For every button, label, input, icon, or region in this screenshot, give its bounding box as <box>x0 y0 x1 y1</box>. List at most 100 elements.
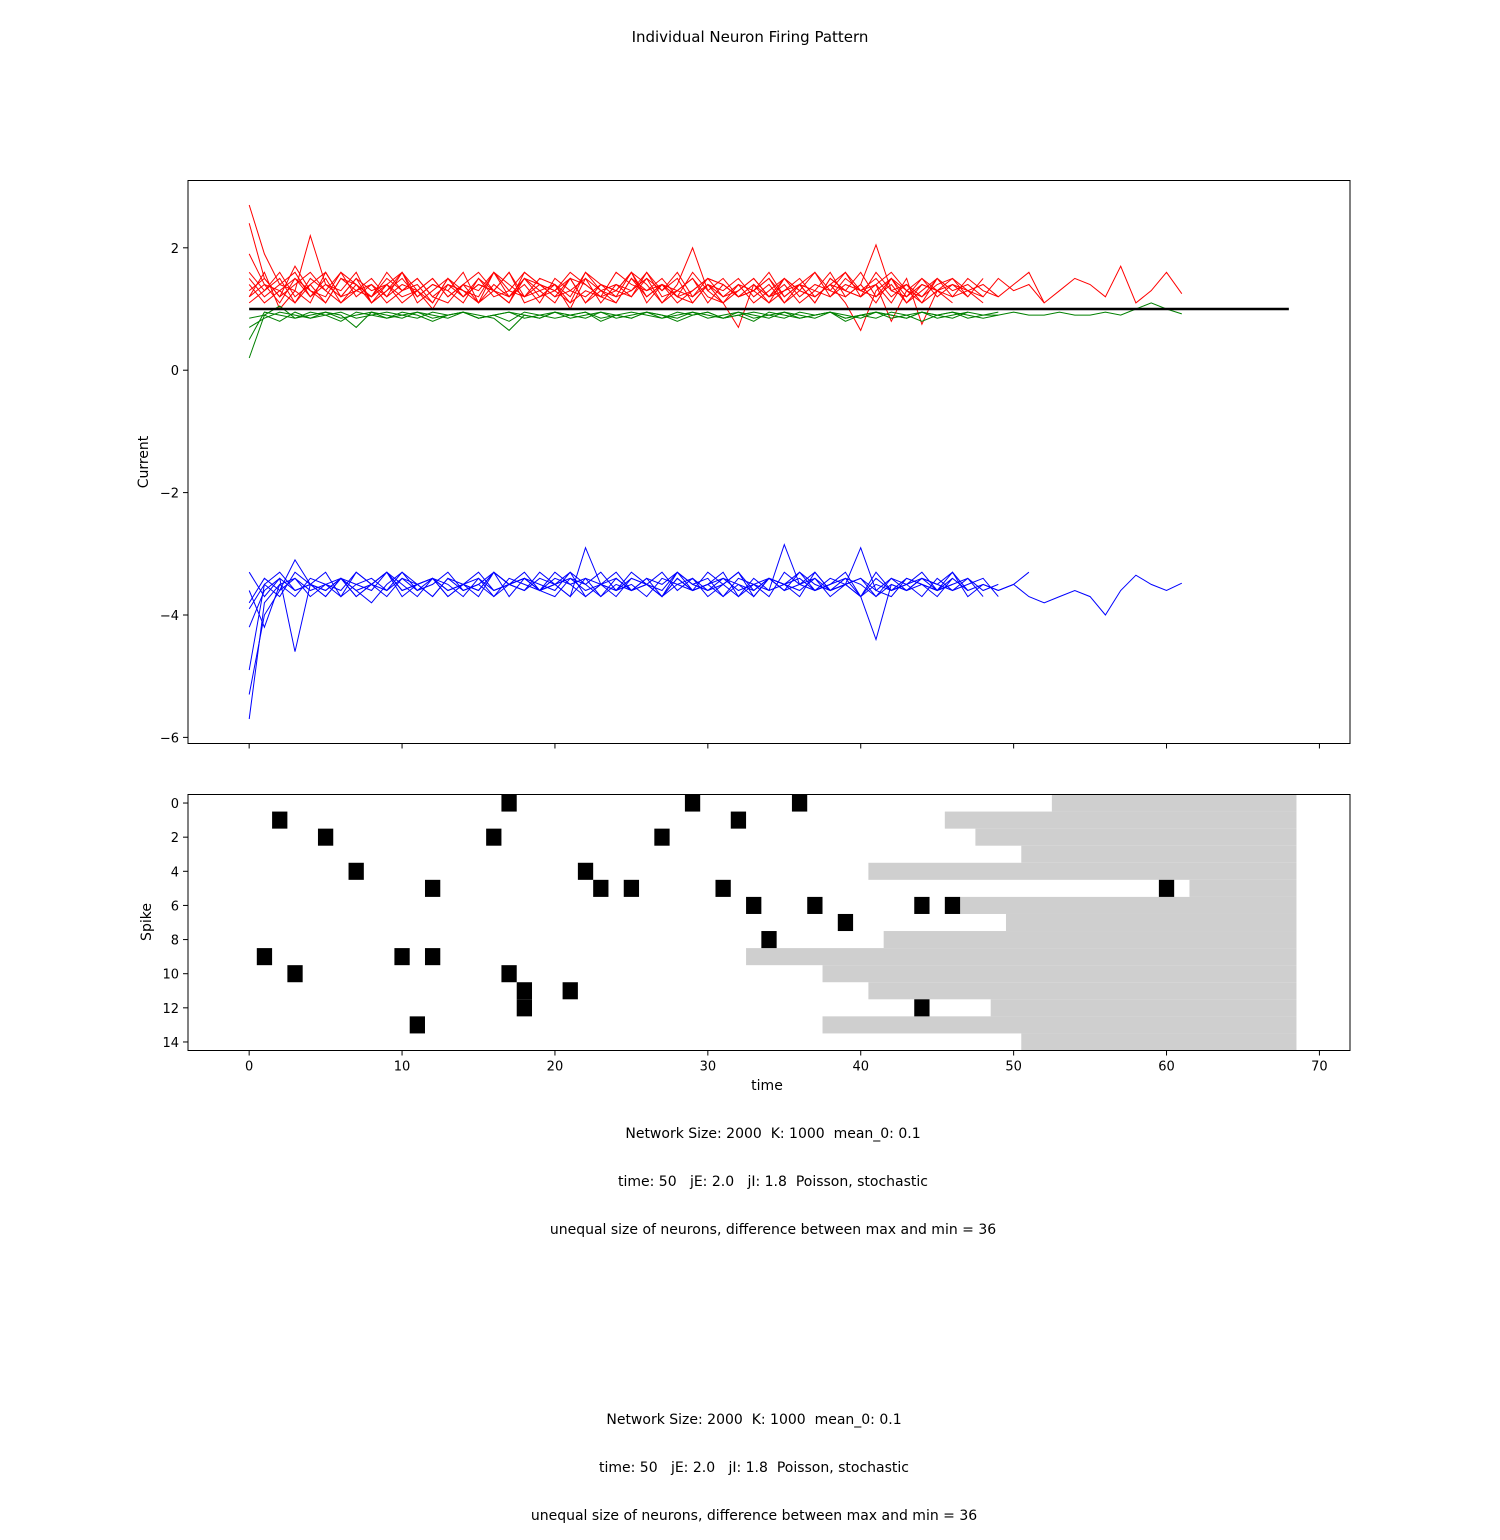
spike-plot-frame <box>187 794 1351 1051</box>
inactive-period <box>746 948 1297 966</box>
spike-raster-cells <box>256 794 1297 1051</box>
current-plot-frame <box>187 180 1351 744</box>
inactive-period <box>868 862 1297 880</box>
spike-xtick-label: 50 <box>1005 1060 1022 1075</box>
inactive-period <box>944 811 1297 829</box>
figure-canvas: Individual Neuron Firing Pattern 20−2−4−… <box>136 28 1351 1094</box>
spike-mark <box>577 862 594 880</box>
spike-mark <box>256 948 273 966</box>
figure-title: Individual Neuron Firing Pattern <box>632 28 869 46</box>
inhibitory-current-line <box>248 571 953 610</box>
spike-mark <box>746 896 762 914</box>
spike-caption-line: unequal size of neurons, difference betw… <box>549 1222 997 1238</box>
inactive-period <box>1021 845 1297 863</box>
spike-xtick-label: 40 <box>852 1060 869 1075</box>
spike-caption-line: time: 50 jE: 2.0 jI: 1.8 Poisson, stocha… <box>617 1174 929 1190</box>
spike-mark <box>562 982 578 1000</box>
spike-ylabel: Spike <box>139 903 155 941</box>
inactive-period <box>1051 794 1297 812</box>
spike-caption-line: Network Size: 2000 K: 1000 mean_0: 0.1 <box>625 1126 921 1142</box>
spike-mark <box>914 999 930 1017</box>
inhibitory-current-line <box>248 546 969 652</box>
target-current-line <box>249 305 999 319</box>
spike-ytick-label: 2 <box>171 831 179 846</box>
spike-mark <box>791 794 808 812</box>
target-current-line <box>248 311 968 332</box>
spike-mark <box>914 896 930 914</box>
spike-mark <box>424 879 441 897</box>
spike-mark <box>516 999 533 1017</box>
spike-mark <box>394 948 410 966</box>
spike-mark <box>623 879 640 897</box>
inhibitory-current-line <box>248 543 953 629</box>
inactive-period <box>1005 913 1297 932</box>
inhibitory-current-line <box>248 546 999 695</box>
current-ylabel: Current <box>136 435 152 488</box>
target-current-line <box>248 302 1182 359</box>
current-ytick-label: −4 <box>160 609 179 624</box>
spike-caption: Network Size: 2000 K: 1000 mean_0: 0.1 t… <box>23 1094 1500 1254</box>
spike-mark <box>654 828 670 846</box>
inactive-period <box>960 896 1297 914</box>
inactive-period <box>883 931 1297 949</box>
inhibitory-current-line <box>248 558 999 604</box>
figure-caption-line: unequal size of neurons, difference betw… <box>530 1508 978 1524</box>
spike-ytick-label: 4 <box>171 865 179 880</box>
spike-mark <box>409 1016 425 1034</box>
spike-mark <box>684 794 701 812</box>
spike-xtick-label: 0 <box>245 1060 253 1075</box>
inhibitory-current-line <box>248 571 1030 720</box>
figure-caption: Network Size: 2000 K: 1000 mean_0: 0.1 t… <box>4 1380 1500 1540</box>
spike-mark <box>761 931 777 949</box>
current-ytick-label: −2 <box>160 487 179 502</box>
spike-ytick-label: 12 <box>162 1002 179 1017</box>
inactive-period <box>822 1016 1297 1034</box>
current-ytick-label: 2 <box>171 242 179 257</box>
excitatory-current-line <box>248 271 938 304</box>
spike-mark <box>501 794 517 812</box>
spike-mark <box>730 811 747 829</box>
spike-mark <box>348 862 364 880</box>
spike-mark <box>516 982 533 1000</box>
spike-xtick-label: 30 <box>700 1060 717 1075</box>
current-ytick-label: 0 <box>171 364 179 379</box>
spike-axis-ticks: 0 2 4 6 8 10 12 14 0 10 20 30 40 50 60 70 <box>162 797 1327 1074</box>
spike-mark <box>287 965 303 983</box>
spike-mark <box>715 879 731 897</box>
spike-mark <box>317 828 334 846</box>
spike-mark <box>501 965 517 983</box>
inactive-period <box>990 999 1297 1017</box>
current-plot: 2 0 −2 −4 −6 Current <box>136 180 1351 749</box>
spike-raster: 0 2 4 6 8 10 12 14 0 10 20 30 40 50 60 70 Spike time <box>139 794 1351 1094</box>
spike-ytick-label: 0 <box>171 797 179 812</box>
inactive-period <box>868 982 1297 1000</box>
spike-xlabel: time <box>751 1078 783 1094</box>
inactive-period <box>1021 1033 1297 1051</box>
inactive-period <box>975 828 1297 846</box>
spike-xtick-label: 10 <box>394 1060 411 1075</box>
spike-xtick-label: 20 <box>547 1060 564 1075</box>
spike-ytick-label: 14 <box>162 1036 179 1051</box>
spike-mark <box>837 913 854 932</box>
figure-caption-line: Network Size: 2000 K: 1000 mean_0: 0.1 <box>606 1412 902 1428</box>
spike-mark <box>272 811 288 829</box>
spike-mark <box>1158 879 1175 897</box>
spike-mark <box>424 948 441 966</box>
current-series-group <box>248 204 1289 720</box>
figure-caption-line: time: 50 jE: 2.0 jI: 1.8 Poisson, stocha… <box>598 1460 910 1476</box>
spike-ytick-label: 10 <box>162 968 179 983</box>
spike-mark <box>807 896 823 914</box>
current-ytick-label: −6 <box>160 731 179 746</box>
spike-xtick-label: 70 <box>1311 1060 1328 1075</box>
spike-mark <box>944 896 961 914</box>
excitatory-current-line <box>248 271 969 304</box>
spike-ytick-label: 8 <box>171 934 179 949</box>
inactive-period <box>1189 879 1297 897</box>
excitatory-current-line <box>248 233 953 310</box>
spike-mark <box>486 828 502 846</box>
inactive-period <box>822 965 1297 983</box>
spike-xtick-label: 60 <box>1158 1060 1175 1075</box>
current-axis-ticks: 2 0 −2 −4 −6 <box>160 242 1320 749</box>
spike-ytick-label: 6 <box>171 899 179 914</box>
spike-mark <box>593 879 609 897</box>
